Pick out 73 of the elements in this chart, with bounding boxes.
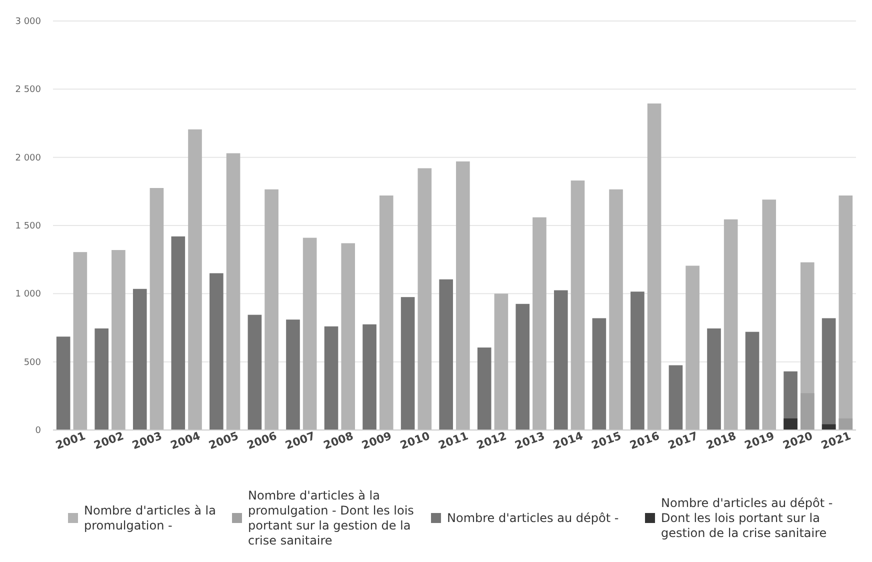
legend-label: Nombre d'articles au dépôt - Dont les lois portant sur la gestion de la crise sanitaire (661, 496, 833, 540)
bar (341, 243, 355, 430)
y-tick-label: 2 500 (15, 85, 42, 96)
bar (609, 189, 623, 430)
legend-label: Nombre d'articles à la promulgation - Dont les lois portant sur la gestion de la crise sanitaire (248, 488, 414, 548)
x-tick-label: 2012 (474, 429, 508, 452)
bar (745, 332, 760, 430)
bar (400, 297, 415, 430)
x-tick-label: 2020 (781, 429, 815, 452)
bar (248, 314, 262, 430)
x-tick-label: 2001 (54, 429, 88, 452)
bar (762, 200, 776, 430)
y-tick-label: 0 (35, 426, 42, 436)
bar (56, 336, 70, 430)
x-tick-label: 2007 (284, 429, 317, 452)
x-tick-label: 2013 (513, 429, 546, 452)
x-tick-label: 2015 (590, 429, 624, 452)
bar (800, 393, 814, 430)
x-tick-label: 2008 (322, 429, 356, 452)
x-tick-label: 2011 (436, 429, 470, 452)
bar (112, 250, 126, 430)
bar (362, 324, 376, 430)
y-tick-label: 1 500 (15, 222, 42, 232)
y-tick-label: 2 000 (15, 153, 42, 164)
bar (418, 168, 432, 430)
bar (132, 288, 147, 430)
bar (686, 266, 700, 430)
x-tick-label: 2003 (130, 429, 164, 452)
bar (94, 328, 109, 430)
bar (150, 188, 164, 430)
bar (477, 348, 492, 430)
bar (647, 103, 662, 430)
bar (592, 318, 606, 430)
y-tick-label: 500 (24, 358, 42, 368)
x-tick-label: 2004 (168, 429, 202, 452)
bar (286, 320, 300, 430)
x-tick-label: 2018 (704, 429, 738, 452)
bar (494, 294, 508, 430)
bar (439, 279, 453, 430)
bar (324, 326, 338, 430)
bar (724, 219, 738, 430)
bar (264, 189, 278, 430)
x-tick-label: 2021 (819, 429, 853, 452)
bar (73, 252, 88, 430)
bar (456, 161, 470, 430)
bar (188, 129, 202, 430)
x-tick-label: 2014 (552, 429, 586, 452)
legend-label: Nombre d'articles au dépôt - (447, 511, 619, 525)
x-tick-label: 2019 (742, 429, 776, 452)
legend-label: Nombre d'articles à la promulgation - (84, 504, 216, 532)
bar (554, 290, 568, 430)
bar (171, 236, 186, 430)
x-tick-label: 2010 (398, 429, 432, 452)
bar (784, 418, 798, 430)
x-tick-label: 2009 (360, 429, 394, 452)
bar (210, 273, 224, 430)
bar (707, 328, 721, 430)
bar (838, 418, 853, 430)
bar (516, 304, 530, 430)
bar (302, 238, 317, 430)
bar (379, 196, 394, 430)
x-tick-label: 2006 (245, 429, 279, 452)
x-tick-label: 2005 (207, 429, 240, 452)
bar (532, 217, 546, 430)
bar (630, 292, 644, 430)
bar (668, 365, 683, 430)
x-tick-label: 2016 (628, 429, 662, 452)
bar (570, 180, 585, 430)
bar (226, 153, 240, 430)
x-tick-label: 2017 (666, 429, 700, 452)
x-tick-label: 2002 (92, 429, 126, 452)
y-tick-label: 1 000 (15, 290, 42, 300)
y-tick-label: 3 000 (15, 17, 42, 27)
